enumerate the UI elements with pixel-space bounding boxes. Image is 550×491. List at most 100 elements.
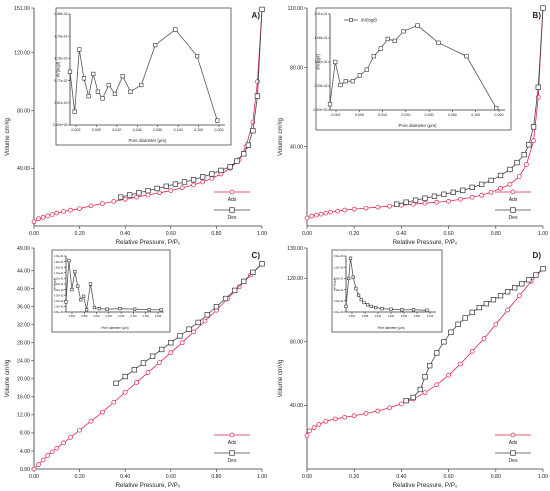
x-axis-title: Relative Pressure, P/P₀ [116, 482, 181, 489]
x-tick-label: 0.20 [75, 231, 85, 237]
des-data-point [250, 269, 256, 276]
des-data-point [521, 152, 527, 158]
inset-frame [331, 249, 443, 333]
inset-data-point [338, 82, 343, 88]
inset-data-point [351, 275, 355, 279]
inset-data-point [436, 40, 441, 45]
ads-data-point [316, 422, 322, 427]
y-axis-title: Volume cm³/g [4, 359, 11, 397]
ads-data-point [342, 207, 348, 213]
x-tick-label: 0.40 [396, 231, 406, 237]
ads-data-point [179, 340, 185, 346]
inset-data-point [118, 307, 122, 311]
des-data-point [241, 151, 247, 157]
inset-data-point [91, 71, 96, 77]
des-data-point [476, 304, 482, 311]
inset-x-tick-label: 0.200 [155, 314, 162, 318]
x-tick-label: 0.60 [444, 474, 454, 480]
inset-data-point [347, 276, 351, 281]
des-data-point [427, 363, 433, 369]
des-data-point [204, 312, 210, 318]
ads-data-point [191, 182, 196, 188]
inset-x-tick-label: 0.150 [143, 314, 150, 318]
inset-x-tick-label: 0.002 [69, 314, 76, 318]
des-data-point [200, 174, 206, 180]
des-data-point [417, 386, 423, 393]
des-data-point [497, 293, 504, 299]
inset-x-tick-label: 0.030 [118, 314, 125, 318]
ads-series-line [33, 9, 263, 223]
panel-a: 0.00 0.20 0.40 0.60 0.80 1.00 40.00 80.00 120.00… [4, 6, 267, 246]
inset-data-point [215, 118, 220, 123]
inset-frame [51, 249, 171, 333]
x-tick-label: 0.00 [29, 231, 39, 237]
des-data-point [422, 374, 428, 380]
inset-data-point [371, 54, 376, 59]
des-data-point [149, 353, 156, 359]
ads-data-point [314, 212, 319, 218]
ads-series-line [306, 7, 544, 219]
ads-data-point [335, 208, 341, 214]
inset-data-point [67, 258, 71, 263]
inset-data-point [374, 305, 378, 310]
inset-y-axis-title: dV(logd) [56, 61, 61, 77]
ads-data-point [304, 215, 310, 221]
inset-legend-label: dV(logd) [361, 18, 377, 23]
ads-data-point [45, 453, 51, 458]
y-tick-label: 12.00 [17, 413, 30, 419]
inset-data-point [354, 286, 358, 291]
inset-x-axis-title: Pore diameter (µm) [377, 326, 404, 330]
inset-x-tick-label: 0.100 [471, 113, 480, 117]
des-data-point [163, 183, 169, 189]
x-tick-label: 0.20 [349, 231, 359, 237]
des-data-point [514, 159, 520, 166]
des-data-point [410, 394, 416, 401]
ads-data-point [61, 440, 66, 446]
ads-data-point [446, 372, 451, 378]
inset-data-point [86, 94, 91, 99]
des-data-point [403, 397, 409, 404]
ads-data-point [88, 203, 94, 209]
ads-data-point [157, 360, 162, 365]
inset-series-line [329, 25, 497, 109]
inset-data-point [344, 304, 348, 309]
x-tick-label: 0.80 [211, 474, 221, 480]
x-axis-title: Relative Pressure, P/P₀ [393, 239, 458, 246]
des-data-point [259, 6, 265, 13]
inset-y-tick-label: 3.53e-02 [314, 84, 327, 88]
des-data-point [168, 340, 174, 346]
inset-y-tick-label: 5.77e-02 [54, 79, 67, 83]
ads-data-point [202, 318, 208, 324]
y-tick-label: 28.00 [17, 341, 30, 347]
pore-size-inset: 2.88e-01 1.73e-01 1.15e-01 5.77e-02 3.51e-02… [53, 7, 232, 146]
ads-data-point [68, 207, 73, 213]
y-tick-label: 8.00 [20, 431, 30, 437]
legend-ads-marker [229, 189, 235, 195]
legend-des-marker [510, 207, 516, 213]
ads-data-point [122, 196, 128, 202]
inset-x-tick-label: 0.020 [388, 314, 395, 318]
inset-data-point [76, 284, 80, 288]
inset-x-tick-label: 0.030 [401, 314, 408, 318]
ads-data-point [40, 457, 46, 463]
ads-data-point [517, 293, 522, 299]
inset-data-point [67, 69, 73, 74]
inset-data-point [389, 307, 393, 311]
pore-size-inset: 2.00e-01 1.80e-01 1.60e-01 1.40e-01 1.20e-01… [51, 249, 171, 333]
y-tick-label: 40.00 [17, 286, 30, 292]
inset-x-tick-label: 0.020 [401, 113, 410, 117]
ads-data-point [309, 213, 315, 219]
des-data-point [455, 321, 461, 327]
ads-data-point [387, 203, 392, 209]
x-axis-title: Relative Pressure, P/P₀ [116, 239, 181, 246]
x-tick-label: 1.00 [538, 474, 548, 480]
inset-x-tick-label: 0.010 [93, 314, 100, 318]
inset-data-point [411, 308, 416, 312]
inset-data-point [64, 300, 68, 304]
x-tick-label: 0.60 [444, 231, 454, 237]
ads-data-point [507, 182, 513, 187]
x-tick-label: 0.20 [349, 474, 359, 480]
ads-data-point [422, 200, 428, 206]
des-data-point [241, 278, 247, 285]
ads-data-point [236, 284, 242, 290]
